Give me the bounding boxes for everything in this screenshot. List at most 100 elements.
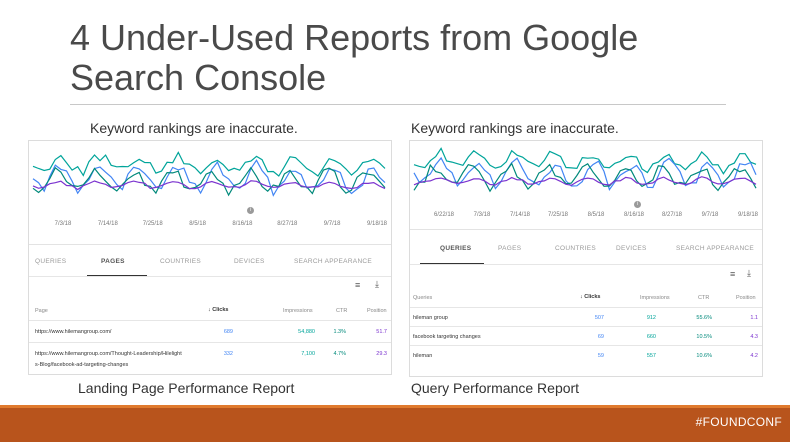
filter-icon[interactable]: ≡ (730, 269, 736, 279)
ctr-value: 55.6% (696, 315, 712, 321)
position-line (413, 176, 757, 186)
query-text[interactable]: facebook targeting changes (413, 334, 481, 340)
column-header-page: Page (35, 308, 48, 314)
date-tick-label: 6/22/18 (433, 212, 455, 218)
impressions-line (32, 151, 386, 177)
tab-countries[interactable]: COUNTRIES (160, 258, 201, 265)
date-tick-label: 8/27/18 (661, 212, 683, 218)
tab-divider (29, 276, 391, 277)
title-line-1: 4 Under-Used Reports from Google (70, 17, 639, 58)
left-performance-chart (32, 151, 386, 197)
position-value: 4.2 (750, 353, 758, 359)
right-screenshot: 6/22/18 7/3/18 7/14/18 7/25/18 8/5/18 8/16/18… (409, 140, 763, 377)
query-text[interactable]: hileman group (413, 315, 448, 321)
clicks-value: 59 (597, 353, 604, 359)
impressions-value: 912 (646, 315, 656, 321)
page-url-continued[interactable]: s-Blog/facebook-ad-targeting-changes (35, 362, 129, 368)
left-tab-bar: QUERIES PAGES COUNTRIES DEVICES SEARCH A… (29, 244, 391, 277)
date-tick-label: 7/25/18 (142, 221, 163, 227)
info-icon[interactable]: i (247, 207, 254, 214)
impressions-line (413, 147, 757, 175)
clicks-label: Clicks (212, 307, 229, 313)
page-url[interactable]: https://www.hilemangroup.com/Thought-Lea… (35, 351, 182, 357)
clicks-line (413, 156, 757, 191)
footer-hashtag: #FOUNDCONF (695, 415, 782, 429)
right-tab-bar: QUERIES PAGES COUNTRIES DEVICES SEARCH A… (410, 229, 762, 265)
tab-divider (410, 264, 762, 265)
date-tick-label: 9/7/18 (701, 212, 719, 218)
download-icon[interactable]: ⤓ (747, 268, 751, 278)
date-tick-label: 8/27/18 (277, 221, 298, 227)
date-tick-label: 8/5/18 (189, 221, 206, 227)
right-caption-bottom: Query Performance Report (411, 380, 580, 396)
arrow-down-icon: ↓ (580, 294, 583, 300)
footer-bar (0, 408, 790, 442)
ctr-value: 10.6% (696, 353, 712, 359)
column-header-ctr[interactable]: CTR (698, 295, 710, 301)
ctr-line (32, 166, 386, 197)
arrow-down-icon: ↓ (208, 307, 211, 313)
right-caption-top: Keyword rankings are inaccurate. (411, 120, 619, 136)
tab-devices[interactable]: DEVICES (234, 258, 265, 265)
column-header-clicks[interactable]: ↓ Clicks (580, 294, 601, 300)
title-divider (70, 104, 726, 105)
position-value: 1.1 (750, 315, 758, 321)
tab-countries[interactable]: COUNTRIES (555, 245, 596, 252)
column-header-position[interactable]: Position (367, 308, 387, 314)
right-performance-chart (413, 147, 757, 193)
column-header-impressions[interactable]: Impressions (283, 308, 313, 314)
info-icon[interactable]: i (634, 201, 641, 208)
tab-search-appearance[interactable]: SEARCH APPEARANCE (676, 245, 755, 252)
date-tick-label: 7/25/18 (547, 212, 569, 218)
clicks-value: 332 (223, 351, 233, 357)
date-tick-label: 9/18/18 (737, 212, 759, 218)
column-header-ctr[interactable]: CTR (336, 308, 348, 314)
position-line (32, 180, 386, 191)
column-header-clicks[interactable]: ↓ Clicks (208, 307, 229, 313)
tab-search-appearance[interactable]: SEARCH APPEARANCE (294, 258, 373, 265)
impressions-value: 660 (646, 334, 656, 340)
date-tick-label: 7/14/18 (97, 221, 118, 227)
column-header-impressions[interactable]: Impressions (640, 295, 670, 301)
tab-queries[interactable]: QUERIES (35, 258, 67, 265)
clicks-value: 69 (597, 334, 604, 340)
tab-pages[interactable]: PAGES (498, 245, 522, 252)
column-header-queries: Queries (413, 295, 433, 301)
date-tick-label: 9/18/18 (366, 221, 388, 227)
download-icon[interactable]: ⤓ (375, 279, 379, 289)
date-tick-label: 8/16/18 (232, 221, 253, 227)
tab-pages[interactable]: PAGES (101, 258, 125, 265)
title-line-2: Search Console (70, 57, 327, 98)
clicks-value: 507 (594, 315, 604, 321)
position-value: 4.3 (750, 334, 758, 340)
left-screenshot: 7/3/18 7/14/18 7/25/18 8/5/18 8/16/18 8/27/18… (28, 140, 392, 375)
date-tick-label: 9/7/18 (323, 221, 341, 227)
left-caption-bottom: Landing Page Performance Report (78, 380, 295, 396)
slide-title: 4 Under-Used Reports from Google Search … (70, 18, 710, 98)
position-value: 51.7 (376, 329, 387, 335)
row-divider (410, 326, 762, 327)
date-tick-label: 7/3/18 (54, 221, 72, 227)
tab-queries[interactable]: QUERIES (440, 245, 472, 252)
clicks-value: 689 (223, 329, 233, 335)
impressions-value: 54,880 (298, 329, 315, 335)
page-url[interactable]: https://www.hilemangroup.com/ (35, 329, 112, 335)
left-caption-top: Keyword rankings are inaccurate. (90, 120, 298, 136)
column-header-position[interactable]: Position (736, 295, 756, 301)
tab-devices[interactable]: DEVICES (616, 245, 647, 252)
date-tick-label: 7/3/18 (473, 212, 491, 218)
impressions-value: 557 (646, 353, 656, 359)
impressions-value: 7,100 (301, 351, 315, 357)
clicks-label: Clicks (584, 294, 601, 300)
ctr-value: 1.3% (333, 329, 346, 335)
ctr-line (413, 162, 757, 193)
row-divider (29, 342, 391, 343)
header-divider (29, 320, 391, 321)
date-tick-label: 8/5/18 (587, 212, 605, 218)
query-text[interactable]: hileman (413, 353, 433, 359)
footer-accent-stripe (0, 405, 790, 408)
filter-icon[interactable]: ≡ (355, 280, 361, 290)
date-tick-label: 7/14/18 (509, 212, 531, 218)
date-tick-label: 8/16/18 (623, 212, 645, 218)
position-value: 29.3 (376, 351, 387, 357)
